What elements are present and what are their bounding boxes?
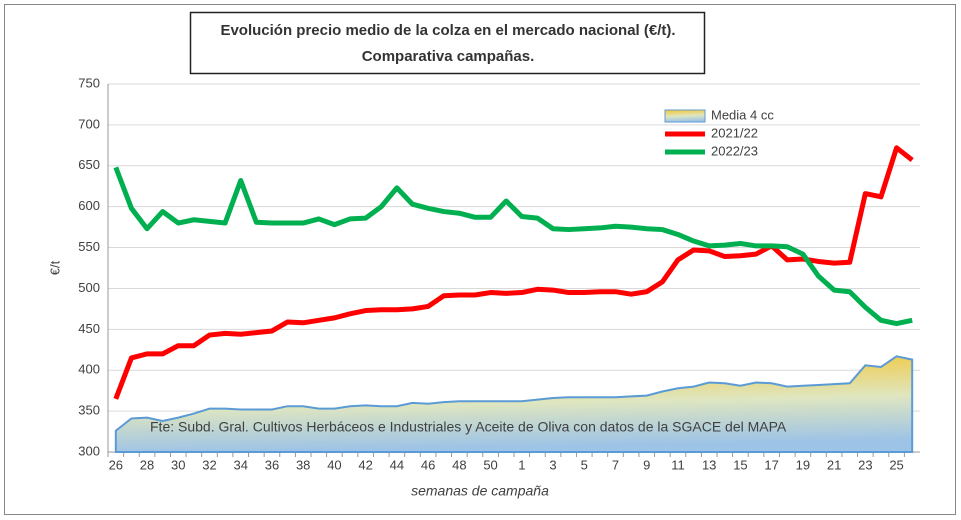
y-tick-label: 650 bbox=[78, 157, 100, 172]
y-tick-label: 700 bbox=[78, 116, 100, 131]
x-tick-label: 11 bbox=[671, 457, 685, 472]
legend-label: Media 4 cc bbox=[711, 107, 774, 122]
title-box bbox=[189, 11, 706, 75]
x-tick-label: 7 bbox=[612, 457, 619, 472]
x-tick-label: 17 bbox=[764, 457, 778, 472]
x-tick-label: 25 bbox=[889, 457, 903, 472]
y-tick-label: 400 bbox=[78, 362, 100, 377]
x-tick-label: 23 bbox=[858, 457, 872, 472]
x-tick-label: 15 bbox=[733, 457, 747, 472]
x-tick-label: 46 bbox=[421, 457, 435, 472]
x-tick-label: 30 bbox=[171, 457, 185, 472]
legend-label: 2022/23 bbox=[711, 143, 758, 158]
x-tick-label: 32 bbox=[202, 457, 216, 472]
x-tick-label: 36 bbox=[265, 457, 279, 472]
line bbox=[113, 166, 913, 327]
y-tick-label: 600 bbox=[78, 198, 100, 213]
chart-subtitle: Comparativa campañas. bbox=[362, 48, 535, 65]
x-tick-label: 1 bbox=[518, 457, 525, 472]
x-tick-label: 42 bbox=[358, 457, 372, 472]
x-axis-label: semanas de campaña bbox=[411, 483, 549, 499]
x-tick-label: 13 bbox=[702, 457, 716, 472]
x-tick-label: 48 bbox=[452, 457, 466, 472]
x-tick-label: 50 bbox=[483, 457, 497, 472]
y-tick-label: 450 bbox=[78, 321, 100, 336]
chart-title: Evolución precio medio de la colza en el… bbox=[220, 22, 675, 39]
y-tick-label: 300 bbox=[78, 443, 100, 458]
legend-label: 2021/22 bbox=[711, 125, 758, 140]
x-tick-label: 40 bbox=[327, 457, 341, 472]
line bbox=[113, 145, 914, 400]
x-tick-label: 3 bbox=[549, 457, 556, 472]
x-tick-label: 28 bbox=[140, 457, 154, 472]
y-tick-label: 550 bbox=[78, 239, 100, 254]
x-tick-label: 34 bbox=[233, 457, 247, 472]
legend-swatch bbox=[664, 109, 706, 123]
x-tick-label: 26 bbox=[109, 457, 123, 472]
x-tick-label: 5 bbox=[581, 457, 588, 472]
x-tick-label: 21 bbox=[827, 457, 841, 472]
area bbox=[114, 355, 914, 453]
y-tick-label: 750 bbox=[78, 75, 100, 90]
x-tick-label: 38 bbox=[296, 457, 310, 472]
annotation: Fte: Subd. Gral. Cultivos Herbáceos e In… bbox=[150, 419, 787, 435]
y-tick-label: 350 bbox=[78, 403, 100, 418]
y-tick-label: 500 bbox=[78, 280, 100, 295]
x-tick-label: 9 bbox=[643, 457, 650, 472]
x-tick-label: 19 bbox=[796, 457, 810, 472]
x-tick-label: 44 bbox=[390, 457, 404, 472]
y-axis-label: €/t bbox=[47, 260, 62, 275]
